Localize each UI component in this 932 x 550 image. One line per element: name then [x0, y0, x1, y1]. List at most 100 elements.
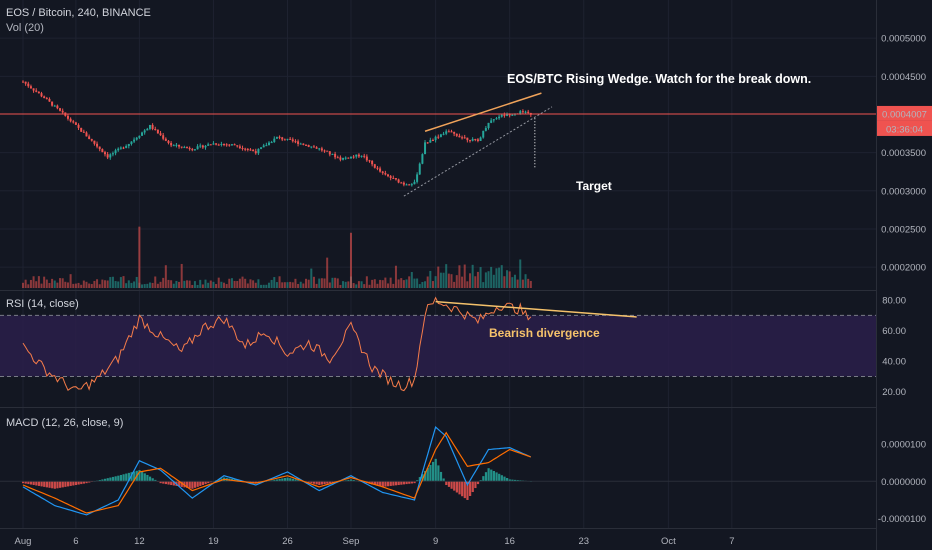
macd-histogram-bar — [307, 481, 310, 483]
volume-bar — [133, 281, 136, 288]
volume-bar — [185, 280, 188, 288]
candle-body — [410, 184, 413, 186]
volume-bar — [281, 282, 284, 288]
volume-bar — [418, 284, 421, 288]
candle-body — [323, 150, 326, 152]
volume-bar — [463, 264, 466, 288]
macd-histogram-bar — [45, 481, 49, 488]
candle-body — [297, 141, 300, 144]
volume-bar — [331, 277, 334, 288]
rsi-label[interactable]: RSI (14, close) — [6, 298, 79, 310]
candle-body — [51, 101, 54, 106]
candle-body — [148, 124, 151, 129]
candle-body — [442, 133, 445, 135]
volume-bar — [342, 281, 345, 288]
candle-body — [450, 131, 453, 133]
volume-bar — [442, 272, 445, 288]
macd-histogram-bar — [320, 481, 324, 485]
rsi-tick-label: 60.00 — [882, 326, 906, 337]
candle-body — [426, 142, 429, 144]
volume-bar — [183, 280, 186, 288]
macd-histogram-bar — [69, 481, 72, 486]
macd-label[interactable]: MACD (12, 26, close, 9) — [6, 417, 124, 429]
volume-bar — [429, 270, 432, 288]
macd-histogram-bar — [289, 478, 292, 482]
candle-body — [40, 93, 43, 97]
macd-histogram-bar — [331, 481, 334, 483]
candle-body — [117, 148, 120, 151]
volume-bar — [220, 281, 223, 288]
volume-bar — [43, 276, 46, 288]
candle-body — [286, 138, 289, 140]
candle-body — [371, 160, 374, 165]
volume-label[interactable]: Vol (20) — [6, 22, 44, 34]
volume-bar — [439, 272, 442, 288]
volume-bar — [381, 280, 384, 288]
candle-body — [178, 144, 181, 147]
candle-body — [318, 148, 321, 150]
macd-histogram-bar — [450, 481, 453, 489]
macd-histogram-bar — [439, 471, 443, 482]
volume-bar — [90, 284, 93, 288]
volume-bar — [495, 268, 498, 288]
macd-histogram-bar — [498, 473, 501, 482]
candle-body — [27, 83, 30, 87]
macd-histogram-bar — [130, 472, 133, 482]
candle-body — [154, 129, 157, 131]
macd-histogram-bar — [418, 477, 421, 482]
macd-histogram-bar — [458, 481, 461, 495]
candle-body — [379, 168, 382, 172]
volume-bar — [148, 282, 151, 288]
candle-body — [524, 111, 527, 113]
symbol-label[interactable]: EOS / Bitcoin, 240, BINANCE — [6, 7, 151, 19]
volume-bar — [40, 283, 43, 288]
macd-histogram-bar — [82, 481, 86, 484]
volume-bar — [207, 282, 210, 288]
volume-bar — [476, 271, 479, 288]
candle-body — [265, 145, 268, 147]
macd-histogram-bar — [469, 481, 472, 496]
price-tick-label: 0.0002000 — [881, 263, 926, 274]
candle-body — [257, 148, 260, 154]
volume-bar — [527, 278, 530, 288]
candle-body — [24, 81, 27, 84]
volume-bar — [48, 282, 51, 288]
volume-bar — [270, 279, 273, 288]
candle-body — [466, 137, 469, 141]
volume-bar — [77, 282, 80, 288]
candle-body — [294, 141, 297, 143]
candle-body — [90, 138, 93, 141]
candle-body — [167, 140, 170, 144]
macd-histogram-bar — [400, 481, 403, 485]
macd-histogram-bar — [286, 477, 289, 482]
macd-histogram-bar — [29, 481, 33, 485]
candle-body — [22, 81, 24, 83]
candle-body — [111, 153, 114, 155]
volume-bar — [80, 284, 83, 288]
macd-histogram-bar — [384, 481, 387, 487]
volume-bar — [267, 282, 270, 288]
macd-histogram-bar — [77, 481, 80, 485]
volume-bar — [455, 275, 458, 288]
candle-body — [307, 145, 310, 147]
price-tick-label: 0.0004500 — [881, 72, 926, 83]
macd-histogram-bar — [27, 481, 30, 485]
volume-bar — [400, 278, 403, 288]
volume-bar — [373, 279, 376, 288]
volume-bar — [471, 264, 474, 288]
candle-body — [82, 131, 85, 133]
volume-bar — [326, 257, 329, 288]
candle-body — [352, 156, 355, 158]
price-axis-bg — [877, 0, 932, 550]
candle-body — [424, 142, 427, 155]
volume-bar — [479, 267, 482, 288]
volume-bar — [437, 266, 440, 288]
macd-histogram-bar — [143, 473, 146, 482]
volume-bar — [101, 279, 104, 288]
candle-body — [260, 147, 263, 149]
volume-spike — [349, 232, 352, 288]
volume-bar — [291, 282, 294, 288]
macd-histogram-bar — [278, 478, 281, 482]
volume-bar — [500, 265, 503, 288]
